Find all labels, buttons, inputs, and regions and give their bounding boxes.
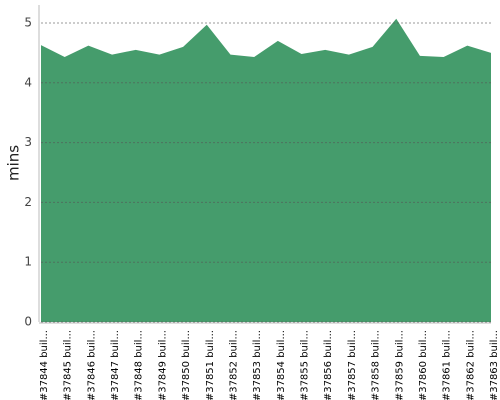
x-tick-label: #37860 buil... bbox=[418, 330, 429, 400]
x-tick-label: #37853 buil... bbox=[252, 330, 263, 400]
x-tick-label: #37856 buil... bbox=[323, 330, 334, 400]
y-tick-label: 3 bbox=[24, 135, 32, 149]
x-tick-label: #37855 buil... bbox=[300, 330, 311, 400]
y-tick-label: 4 bbox=[24, 75, 32, 89]
x-tick-label: #37857 buil... bbox=[347, 330, 358, 400]
x-tick-label: #37863 buil... bbox=[489, 330, 500, 400]
x-tick-label: #37851 buil... bbox=[205, 330, 216, 400]
area bbox=[41, 18, 491, 323]
x-tick-label: #37847 buil... bbox=[110, 330, 121, 400]
y-tick-label: 1 bbox=[24, 255, 32, 269]
y-axis-label: mins bbox=[5, 145, 23, 181]
x-tick-label: #37852 buil... bbox=[228, 330, 239, 400]
y-tick-label: 0 bbox=[24, 315, 32, 329]
x-tick-label: #37861 buil... bbox=[442, 330, 453, 400]
x-tick-label: #37850 buil... bbox=[181, 330, 192, 400]
x-tick-label: #37859 buil... bbox=[394, 330, 405, 400]
x-tick-label: #37844 buil... bbox=[39, 330, 50, 400]
x-tick-label: #37848 buil... bbox=[134, 330, 145, 400]
x-tick-label: #37854 buil... bbox=[276, 330, 287, 400]
x-tick-label: #37845 buil... bbox=[63, 330, 74, 400]
x-tick-label: #37849 buil... bbox=[157, 330, 168, 400]
x-tick-label: #37862 buil... bbox=[465, 330, 476, 400]
x-tick-label: #37846 buil... bbox=[86, 330, 97, 400]
x-tick-label: #37858 buil... bbox=[371, 330, 382, 400]
y-tick-label: 2 bbox=[24, 195, 32, 209]
y-tick-label: 5 bbox=[24, 15, 32, 29]
